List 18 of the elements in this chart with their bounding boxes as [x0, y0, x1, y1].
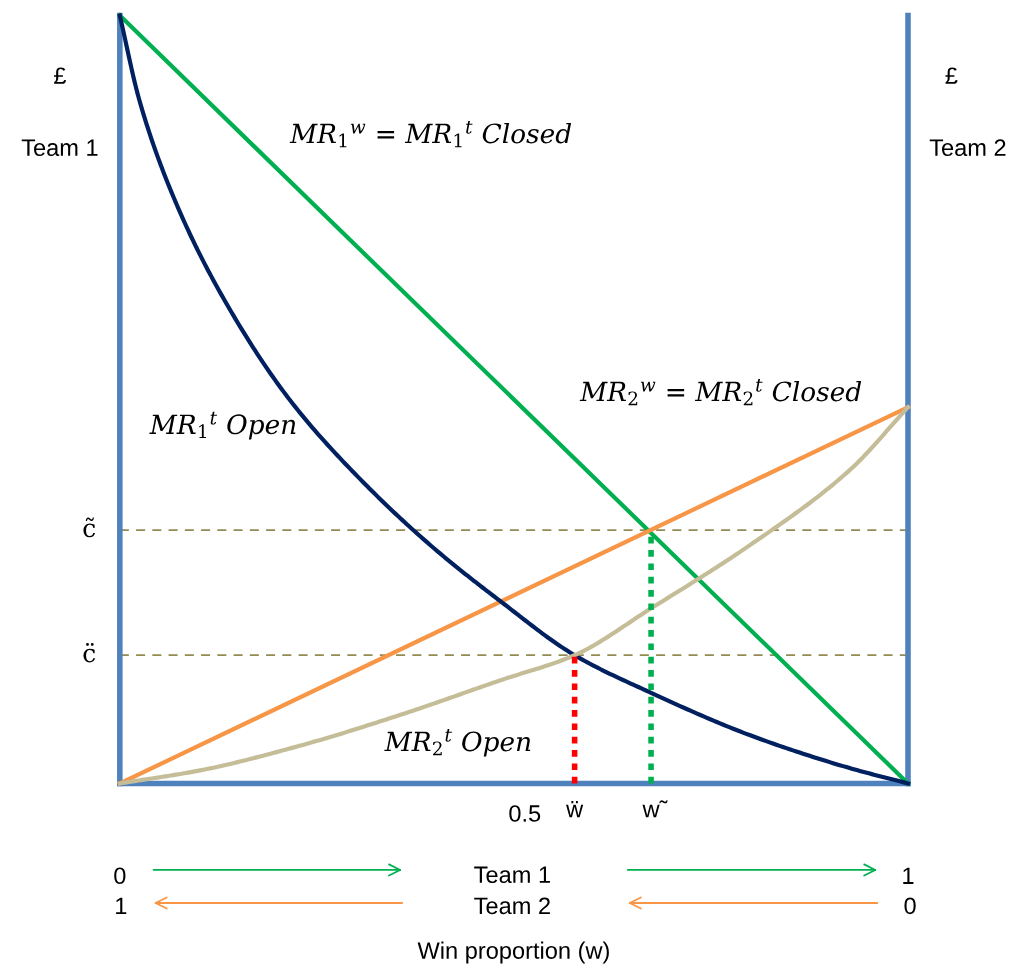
ref-line-label: c̃ [83, 517, 96, 538]
text: 0.5 [509, 805, 541, 822]
text: 0 [904, 897, 916, 915]
ref-line-label: c̈ [83, 642, 96, 663]
annotation: MR$_{1}$$^{w}$ = MR$_{1}$$^{t}$ Closed [289, 120, 572, 148]
text: Team 2 [474, 897, 550, 915]
x-axis-title: Win proportion (w) [417, 941, 609, 964]
text: 1 [116, 897, 127, 914]
text: Team 1 [474, 866, 550, 884]
text: £ [945, 67, 958, 84]
annotation: MR$_{2}$$^{w}$ = MR$_{2}$$^{t}$ Closed [579, 378, 862, 406]
text: Team 1 [21, 139, 98, 157]
annotation: MR$_{2}$$^{t}$ Open [384, 728, 531, 757]
text: £ [54, 67, 67, 84]
text: Team 2 [929, 139, 1006, 157]
annotation: w̃ [642, 800, 668, 818]
annotation: ẅ [566, 801, 584, 818]
annotation: MR$_{1}$$^{t}$ Open [149, 411, 296, 440]
